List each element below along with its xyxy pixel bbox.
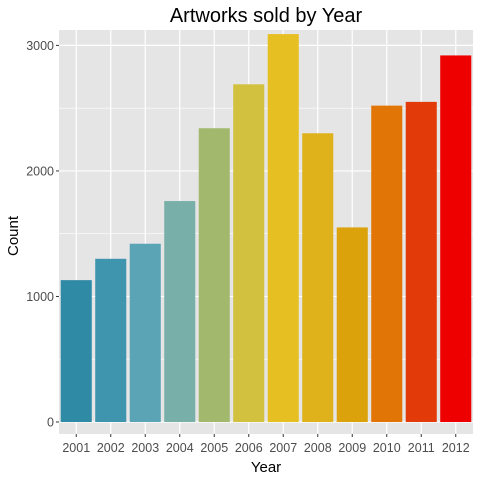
bar-2003: [129, 243, 161, 422]
x-tick-label: 2006: [235, 441, 263, 455]
bar-2007: [267, 34, 299, 423]
x-tick-label: 2011: [408, 441, 435, 455]
bars-layer: [60, 34, 472, 423]
x-tick-label: 2008: [304, 441, 332, 455]
bar-2006: [233, 84, 265, 422]
x-tick-label: 2002: [97, 441, 125, 455]
x-tick-label: 2001: [62, 441, 90, 455]
y-tick-label: 1000: [26, 290, 54, 304]
x-tick-label: 2012: [442, 441, 470, 455]
y-axis-title: Count: [5, 215, 22, 256]
x-tick-label: 2005: [200, 441, 228, 455]
y-axis: 0 1000 2000 3000: [26, 39, 59, 430]
bar-2012: [440, 55, 472, 422]
x-tick-label: 2003: [131, 441, 159, 455]
x-axis-title: Year: [251, 459, 281, 476]
bar-2001: [60, 280, 92, 422]
bar-2002: [95, 258, 127, 422]
bar-2008: [302, 133, 334, 422]
x-tick-label: 2009: [338, 441, 366, 455]
y-tick-label: 2000: [26, 164, 54, 178]
bar-2004: [164, 201, 196, 422]
bar-2011: [405, 101, 437, 422]
bar-2005: [198, 128, 230, 423]
x-tick-label: 2007: [269, 441, 297, 455]
x-tick-label: 2010: [373, 441, 401, 455]
y-tick-label: 3000: [26, 39, 54, 53]
x-axis: 2001 2002 2003 2004 2005 2006 2007 2008 2009 2010…: [62, 434, 470, 455]
bar-2009: [336, 227, 368, 422]
x-tick-label: 2004: [166, 441, 194, 455]
plot-panel: [59, 30, 473, 434]
bar-2010: [371, 105, 403, 423]
chart-title: Artworks sold by Year: [170, 5, 363, 27]
y-tick-label: 0: [47, 416, 54, 430]
